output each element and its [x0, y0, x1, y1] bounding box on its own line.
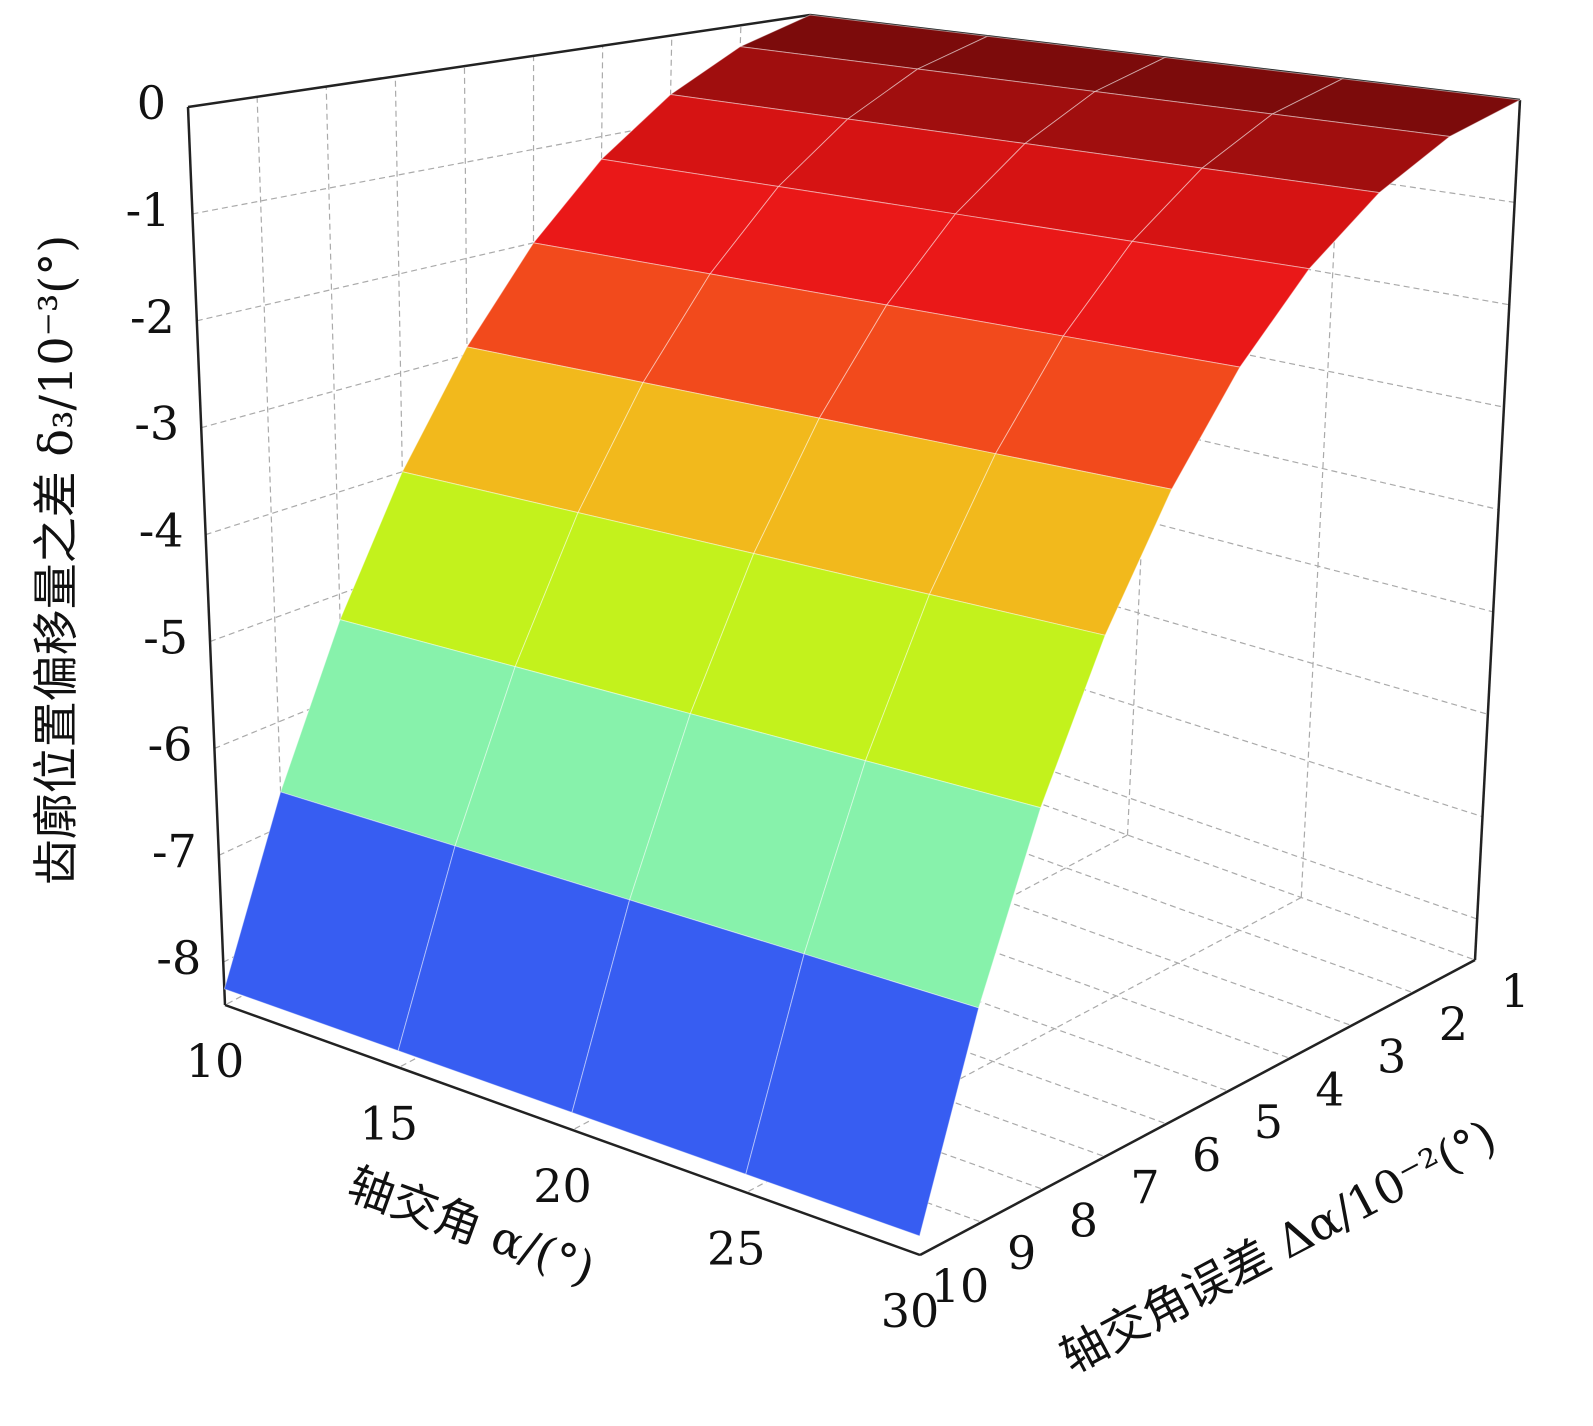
z-axis-label: 齿廓位置偏移量之差 δ₃/10⁻³(°) — [29, 235, 83, 885]
z-tick-label: -2 — [130, 290, 175, 344]
grid-line — [196, 179, 803, 322]
x-tick-label: 15 — [359, 1097, 418, 1151]
y-tick-label: 2 — [1439, 997, 1468, 1051]
axis-edge — [1473, 99, 1522, 961]
y-tick-label: 9 — [1007, 1226, 1036, 1280]
z-tick-label: -3 — [134, 397, 179, 451]
y-tick-label: 5 — [1254, 1095, 1283, 1149]
axis-edge — [186, 106, 227, 1006]
x-tick-label: 30 — [881, 1284, 940, 1338]
z-tick-label: -5 — [143, 611, 188, 665]
z-tick-label: -1 — [126, 183, 171, 237]
y-tick-label: 1 — [1500, 964, 1529, 1018]
y-tick-label: 7 — [1130, 1161, 1159, 1215]
z-tick-label: -6 — [148, 717, 193, 771]
axis-edge — [919, 958, 1476, 1257]
z-tick-label: 0 — [137, 76, 166, 130]
z-tick-label: -7 — [152, 824, 197, 878]
y-tick-label: 3 — [1377, 1030, 1406, 1084]
grid-line — [209, 428, 793, 643]
y-tick-label: 8 — [1069, 1193, 1098, 1247]
axis-edge — [187, 13, 811, 109]
z-tick-label: -4 — [139, 504, 184, 558]
x-tick-label: 10 — [186, 1034, 245, 1088]
y-tick-label: 6 — [1192, 1128, 1221, 1182]
z-tick-label: -8 — [156, 931, 201, 985]
grid-line — [205, 345, 796, 536]
axis-edge — [224, 1003, 921, 1257]
x-tick-label: 25 — [707, 1222, 766, 1276]
y-tick-label: 10 — [931, 1259, 990, 1313]
surface-patch — [745, 953, 980, 1237]
x-tick-label: 20 — [533, 1159, 592, 1213]
y-tick-label: 4 — [1315, 1062, 1344, 1116]
